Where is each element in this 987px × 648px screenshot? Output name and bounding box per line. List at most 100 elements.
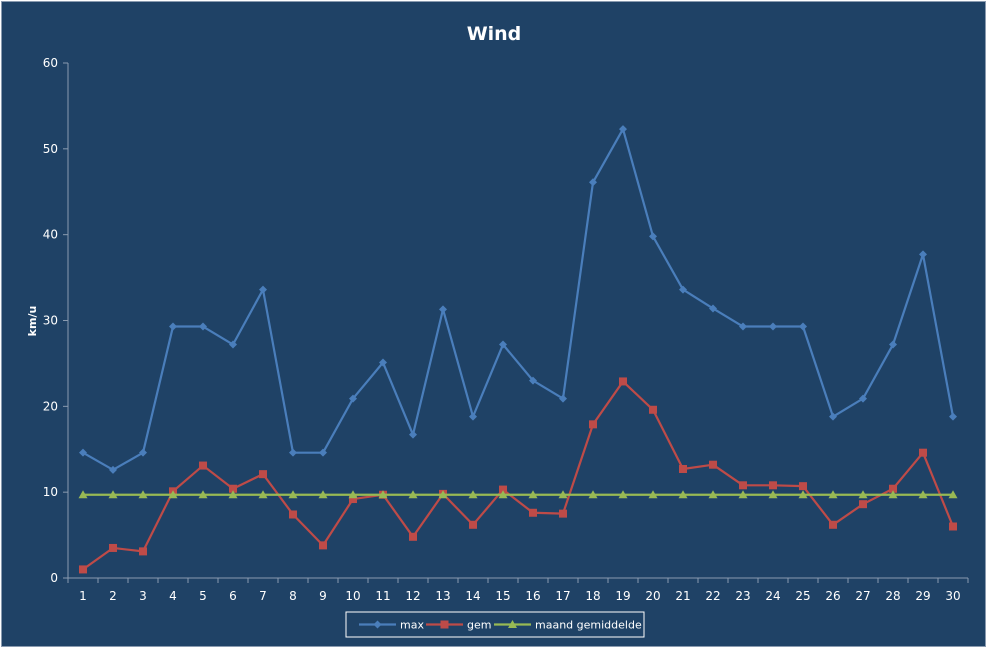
x-tick-label: 3 xyxy=(139,589,147,603)
y-tick-label: 10 xyxy=(43,485,58,499)
x-tick-label: 13 xyxy=(435,589,450,603)
x-tick-label: 16 xyxy=(525,589,540,603)
data-point xyxy=(618,490,628,499)
x-tick-label: 1 xyxy=(79,589,87,603)
data-point xyxy=(829,412,837,421)
data-point xyxy=(768,490,778,499)
data-point xyxy=(108,490,118,499)
data-point xyxy=(139,448,147,457)
x-tick-label: 11 xyxy=(375,589,390,603)
data-point xyxy=(949,522,957,531)
data-point xyxy=(558,490,568,499)
data-point xyxy=(649,405,657,414)
data-point xyxy=(408,490,418,499)
data-point xyxy=(319,448,327,457)
data-point xyxy=(738,490,748,499)
x-tick-label: 8 xyxy=(289,589,297,603)
data-point xyxy=(649,232,657,241)
data-point xyxy=(438,490,448,499)
data-point xyxy=(529,376,537,385)
chart-title: Wind xyxy=(467,23,522,45)
y-tick-label: 50 xyxy=(43,142,58,156)
data-point xyxy=(259,470,267,479)
y-tick-label: 40 xyxy=(43,228,58,242)
data-point xyxy=(619,125,627,134)
x-tick-label: 17 xyxy=(555,589,570,603)
series-lines xyxy=(78,125,958,574)
data-point xyxy=(919,250,927,259)
data-point xyxy=(709,460,717,469)
legend-label: max xyxy=(400,619,424,632)
data-point xyxy=(559,509,567,518)
data-point xyxy=(439,305,447,314)
x-tick-label: 6 xyxy=(229,589,237,603)
x-tick-label: 19 xyxy=(615,589,630,603)
x-tick-label: 29 xyxy=(915,589,930,603)
legend-label: maand gemiddelde xyxy=(535,619,642,632)
data-point xyxy=(79,565,87,574)
data-point xyxy=(559,394,567,403)
y-tick-label: 60 xyxy=(43,56,58,70)
data-point xyxy=(619,377,627,386)
data-point xyxy=(319,541,327,550)
data-point xyxy=(888,490,898,499)
x-tick-label: 22 xyxy=(705,589,720,603)
x-tick-label: 9 xyxy=(319,589,327,603)
x-tick-label: 27 xyxy=(855,589,870,603)
x-tick-label: 15 xyxy=(495,589,510,603)
x-tick-label: 14 xyxy=(465,589,480,603)
series-gem xyxy=(79,377,957,574)
data-point xyxy=(109,465,117,474)
x-tick-label: 18 xyxy=(585,589,600,603)
data-point xyxy=(499,340,507,349)
data-point xyxy=(409,532,417,541)
data-point xyxy=(468,490,478,499)
data-point xyxy=(948,490,958,499)
series-maand-gemiddelde xyxy=(78,490,958,499)
data-point xyxy=(259,285,267,294)
data-point xyxy=(529,508,537,517)
data-point xyxy=(258,490,268,499)
data-point xyxy=(858,490,868,499)
data-point xyxy=(859,394,867,403)
data-point xyxy=(918,490,928,499)
data-point xyxy=(589,178,597,187)
legend-swatch-marker xyxy=(373,620,382,629)
x-tick-label: 12 xyxy=(405,589,420,603)
x-tick-label: 4 xyxy=(169,589,177,603)
data-point xyxy=(79,448,87,457)
legend: max gem maand gemiddelde xyxy=(345,611,645,638)
data-point xyxy=(889,340,897,349)
data-point xyxy=(169,322,177,331)
x-tick-label: 30 xyxy=(945,589,960,603)
data-point xyxy=(648,490,658,499)
data-point xyxy=(679,285,687,294)
data-point xyxy=(289,510,297,519)
y-tick-label: 0 xyxy=(50,571,58,585)
data-point xyxy=(409,430,417,439)
legend-label: gem xyxy=(467,619,491,632)
data-point xyxy=(289,448,297,457)
data-point xyxy=(498,490,508,499)
data-point xyxy=(679,464,687,473)
data-point xyxy=(709,304,717,313)
data-point xyxy=(318,490,328,499)
data-point xyxy=(499,485,507,494)
data-point xyxy=(469,412,477,421)
data-point xyxy=(469,520,477,529)
data-point xyxy=(168,490,178,499)
data-point xyxy=(199,322,207,331)
series-line xyxy=(82,380,955,571)
x-tick-label: 28 xyxy=(885,589,900,603)
y-tick-label: 30 xyxy=(43,314,58,328)
legend-swatch-marker xyxy=(440,620,449,629)
data-point xyxy=(829,520,837,529)
data-point xyxy=(678,490,688,499)
x-tick-label: 2 xyxy=(109,589,117,603)
data-point xyxy=(589,420,597,429)
data-point xyxy=(769,322,777,331)
data-point xyxy=(739,481,747,490)
data-point xyxy=(949,412,957,421)
